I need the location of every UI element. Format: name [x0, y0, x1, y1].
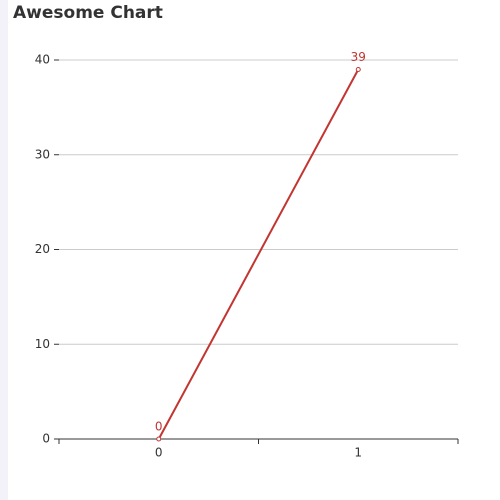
chart-title: Awesome Chart [13, 3, 163, 23]
line [157, 68, 360, 440]
y-tick-label: 40 [35, 53, 50, 67]
x-tick-label: 0 [155, 446, 163, 460]
x-tick-label: 1 [354, 446, 362, 460]
point [355, 66, 361, 72]
y-tick-label: 20 [35, 242, 50, 256]
point [156, 436, 162, 442]
data-label: 39 [351, 50, 366, 64]
y-tick-label: 10 [35, 337, 50, 351]
y-tick-label: 0 [42, 432, 50, 446]
side-strip [0, 0, 8, 500]
data-label: 0 [155, 420, 163, 434]
y-tick-label: 30 [35, 147, 50, 161]
